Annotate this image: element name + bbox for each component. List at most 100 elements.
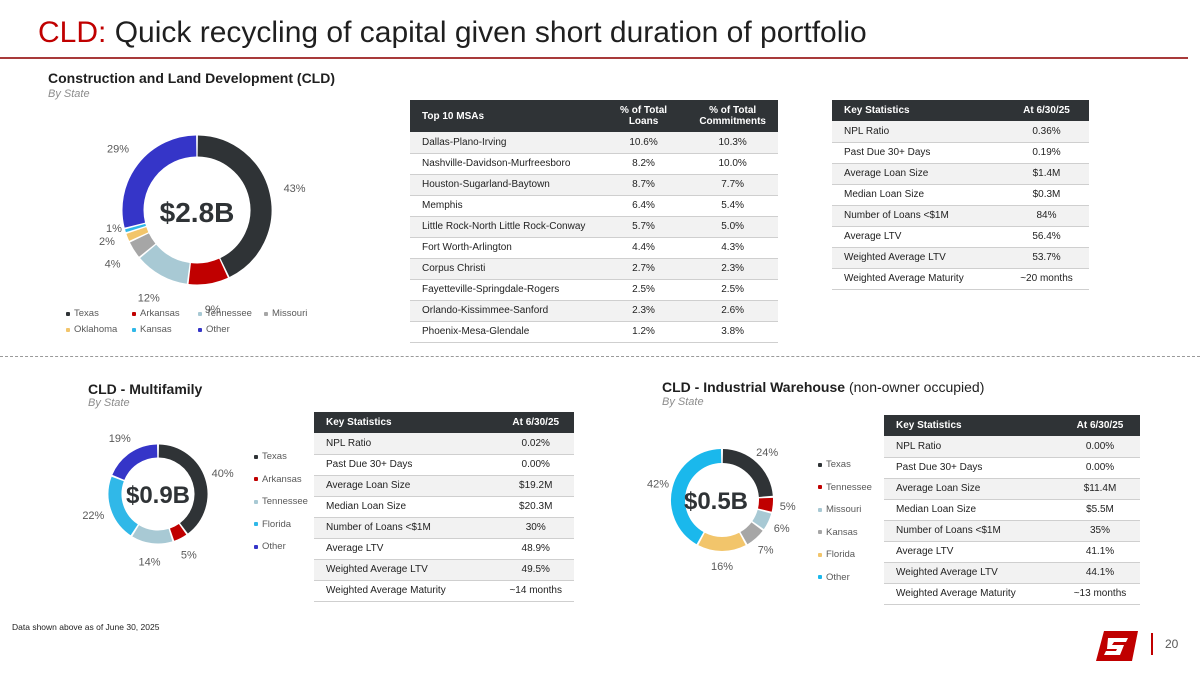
cld-legend-label: Oklahoma: [74, 324, 118, 335]
industrial-label-florida: 16%: [711, 561, 733, 573]
multifamily-legend-item-other: Other: [254, 541, 308, 552]
multifamily-stats-header-value: At 6/30/25: [497, 412, 574, 433]
multifamily-stats-cell: Past Due 30+ Days: [314, 454, 498, 476]
industrial-stats-row: Average LTV 41.1%: [884, 541, 1140, 563]
top-msa-cell: 7.7%: [687, 174, 778, 196]
multifamily-stats-row: Number of Loans <$1M 30%: [314, 517, 574, 539]
industrial-stats-cell: 35%: [1060, 520, 1140, 542]
industrial-section-subtitle: By State: [662, 396, 704, 408]
multifamily-segment-other: [112, 444, 158, 481]
industrial-segment-kansas: [740, 522, 763, 545]
top-msa-row: Fayetteville-Springdale-Rogers 2.5% 2.5%: [410, 279, 778, 301]
top-msa-cell: 2.7%: [599, 258, 688, 280]
cld-stats-cell: $0.3M: [1004, 184, 1089, 206]
industrial-stats-header-value: At 6/30/25: [1060, 415, 1140, 436]
cld-stats-row: Past Due 30+ Days 0.19%: [832, 142, 1089, 164]
cld-legend-item-kansas: Kansas: [132, 324, 198, 335]
top-msa-cell: 5.7%: [599, 216, 688, 238]
top-msa-cell: Fort Worth-Arlington: [410, 237, 600, 259]
cld-donut-chart: 43% 9% 12% 4% 2%1% 29% $2.8B: [99, 135, 306, 316]
multifamily-stats-cell: 48.9%: [497, 538, 574, 560]
multifamily-stats-row: Past Due 30+ Days 0.00%: [314, 454, 574, 476]
multifamily-label-texas: 40%: [212, 468, 234, 480]
cld-stats-cell: NPL Ratio: [832, 121, 1004, 143]
top-msa-cell: 2.5%: [687, 279, 778, 301]
cld-legend-item-texas: Texas: [66, 308, 132, 319]
industrial-legend-swatch: [818, 552, 822, 557]
cld-stats-cell: ~20 months: [1004, 268, 1089, 290]
cld-legend-item-missouri: Missouri: [264, 308, 330, 319]
multifamily-legend-label: Tennessee: [262, 496, 308, 507]
top-msa-cell: 1.2%: [599, 321, 688, 343]
multifamily-stats-cell: $20.3M: [497, 496, 574, 518]
industrial-stats-cell: Weighted Average LTV: [884, 562, 1060, 584]
top-msa-cell: Nashville-Davidson-Murfreesboro: [410, 153, 600, 175]
industrial-stats-cell: ~13 months: [1060, 583, 1140, 605]
multifamily-stats-row: NPL Ratio 0.02%: [314, 433, 574, 455]
industrial-segment-florida: [698, 532, 746, 551]
cld-stats-header-label: Key Statistics: [832, 100, 1004, 121]
cld-stats-row: Weighted Average Maturity ~20 months: [832, 268, 1089, 290]
cld-stats-cell: 53.7%: [1004, 247, 1089, 269]
industrial-section-title: CLD - Industrial Warehouse (non-owner oc…: [662, 379, 984, 395]
multifamily-legend-item-texas: Texas: [254, 451, 308, 462]
top-msa-header-commitments: % of Total Commitments: [687, 100, 778, 132]
top-msa-header-row: Top 10 MSAs % of Total Loans % of Total …: [410, 100, 778, 132]
multifamily-stats-row: Weighted Average Maturity ~14 months: [314, 580, 574, 602]
cld-stats-body: NPL Ratio 0.36% Past Due 30+ Days 0.19% Aver…: [832, 121, 1089, 290]
multifamily-label-other: 19%: [109, 433, 131, 445]
industrial-legend-item-missouri: Missouri: [818, 504, 872, 515]
cld-segment-arkansas: [188, 258, 228, 285]
footnote: Data shown above as of June 30, 2025: [12, 622, 160, 632]
industrial-legend-label: Kansas: [826, 526, 858, 538]
industrial-stats-cell: Average Loan Size: [884, 478, 1060, 500]
cld-segment-kansas: [125, 223, 146, 233]
multifamily-stats-cell: 0.00%: [497, 454, 574, 476]
industrial-legend-swatch: [818, 462, 822, 467]
multifamily-label-tennessee: 14%: [138, 556, 160, 568]
industrial-legend-item-kansas: Kansas: [818, 527, 872, 538]
cld-legend-swatch: [66, 311, 70, 316]
industrial-stats-cell: NPL Ratio: [884, 436, 1060, 458]
multifamily-label-arkansas: 5%: [181, 550, 197, 562]
cld-legend-label: Arkansas: [140, 308, 180, 319]
top-msa-cell: 4.4%: [599, 237, 688, 259]
top-msa-row: Memphis 6.4% 5.4%: [410, 195, 778, 217]
multifamily-legend-label: Texas: [262, 451, 287, 462]
top-msa-table: Top 10 MSAs % of Total Loans % of Total …: [410, 100, 778, 343]
top-msa-row: Dallas-Plano-Irving 10.6% 10.3%: [410, 132, 778, 154]
cld-stats-cell: Weighted Average LTV: [832, 247, 1004, 269]
multifamily-stats-cell: Median Loan Size: [314, 496, 498, 518]
top-msa-cell: 10.3%: [687, 132, 778, 154]
industrial-stats-row: Average Loan Size $11.4M: [884, 478, 1140, 500]
multifamily-stats-cell: 0.02%: [497, 433, 574, 455]
multifamily-stats-cell: 30%: [497, 517, 574, 539]
industrial-stats-row: Median Loan Size $5.5M: [884, 499, 1140, 521]
industrial-stats-row: Weighted Average LTV 44.1%: [884, 562, 1140, 584]
multifamily-stats-cell: Weighted Average LTV: [314, 559, 498, 581]
multifamily-center-total: $0.9B: [126, 482, 190, 509]
multifamily-legend-label: Florida: [262, 518, 292, 530]
cld-section-subtitle: By State: [48, 88, 90, 100]
cld-stats-cell: Average LTV: [832, 226, 1004, 248]
cld-segment-missouri: [129, 233, 156, 257]
cld-section-title: Construction and Land Development (CLD): [48, 70, 335, 86]
multifamily-legend: Texas Arkansas Tennessee Florida Other: [254, 451, 308, 564]
top-msa-cell: 5.4%: [687, 195, 778, 217]
cld-legend-swatch: [132, 327, 136, 332]
multifamily-section-subtitle: By State: [88, 397, 130, 409]
industrial-label-kansas: 7%: [758, 545, 774, 557]
multifamily-stats-cell: Number of Loans <$1M: [314, 517, 498, 539]
title-accent: CLD:: [38, 16, 107, 49]
cld-stats-cell: Past Due 30+ Days: [832, 142, 1004, 164]
industrial-legend-label: Tennessee: [826, 481, 872, 493]
top-msa-cell: 3.8%: [687, 321, 778, 343]
cld-stats-row: Average LTV 56.4%: [832, 226, 1089, 248]
cld-label-missouri: 4%: [105, 259, 121, 271]
cld-stats-row: Weighted Average LTV 53.7%: [832, 247, 1089, 269]
industrial-legend-label: Missouri: [826, 504, 862, 515]
industrial-stats-row: Number of Loans <$1M 35%: [884, 520, 1140, 542]
cld-legend-label: Missouri: [272, 308, 308, 319]
multifamily-legend-swatch: [254, 522, 258, 526]
cld-legend-item-tennessee: Tennessee: [198, 308, 264, 319]
